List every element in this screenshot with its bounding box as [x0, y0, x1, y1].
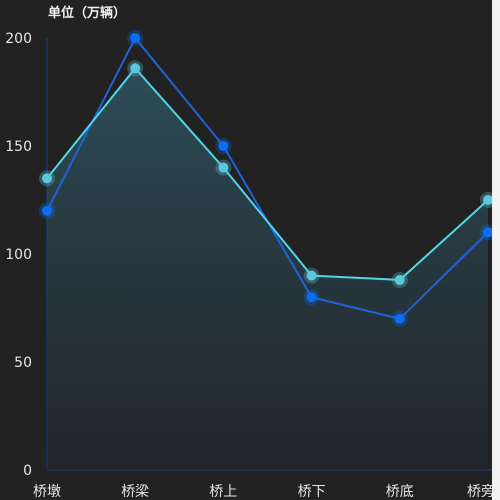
y-tick-label: 100: [5, 247, 32, 263]
series-2-point[interactable]: [394, 274, 405, 285]
series-points: [39, 30, 492, 327]
y-tick-label: 200: [5, 31, 32, 47]
x-tick-label: 桥底: [386, 484, 414, 500]
y-tick-label: 150: [5, 139, 32, 155]
area-fills: [47, 68, 488, 471]
series-1-point[interactable]: [306, 292, 317, 303]
y-tick-label: 0: [23, 463, 32, 479]
x-tick-label: 桥下: [298, 484, 326, 500]
series-lines: [46, 36, 489, 320]
series-1-point[interactable]: [130, 33, 141, 43]
y-tick-label: 50: [14, 355, 32, 371]
series-1-point[interactable]: [218, 141, 229, 151]
series-2-line: [46, 66, 489, 281]
series-2-area: [47, 68, 488, 471]
series-1-point[interactable]: [483, 227, 492, 238]
x-tick-label: 桥梁: [121, 484, 149, 500]
series-2-point[interactable]: [306, 270, 317, 281]
x-tick-label: 桥上: [209, 484, 237, 500]
y-tick-labels: 0 50 100 150 200: [5, 31, 32, 479]
x-tick-labels: 桥墩 桥梁 桥上 桥下 桥底 桥旁边: [33, 483, 492, 500]
unit-label: 单位（万辆）: [48, 5, 126, 21]
series-1-point[interactable]: [394, 313, 405, 324]
x-tick-label: 桥墩: [33, 484, 61, 500]
series-2-point[interactable]: [218, 162, 229, 173]
series-2-point[interactable]: [483, 195, 492, 205]
series-1-point[interactable]: [42, 205, 52, 216]
series-2-point[interactable]: [42, 173, 52, 184]
series-2-point[interactable]: [130, 63, 141, 74]
x-tick-label: 桥旁边: [467, 483, 492, 500]
